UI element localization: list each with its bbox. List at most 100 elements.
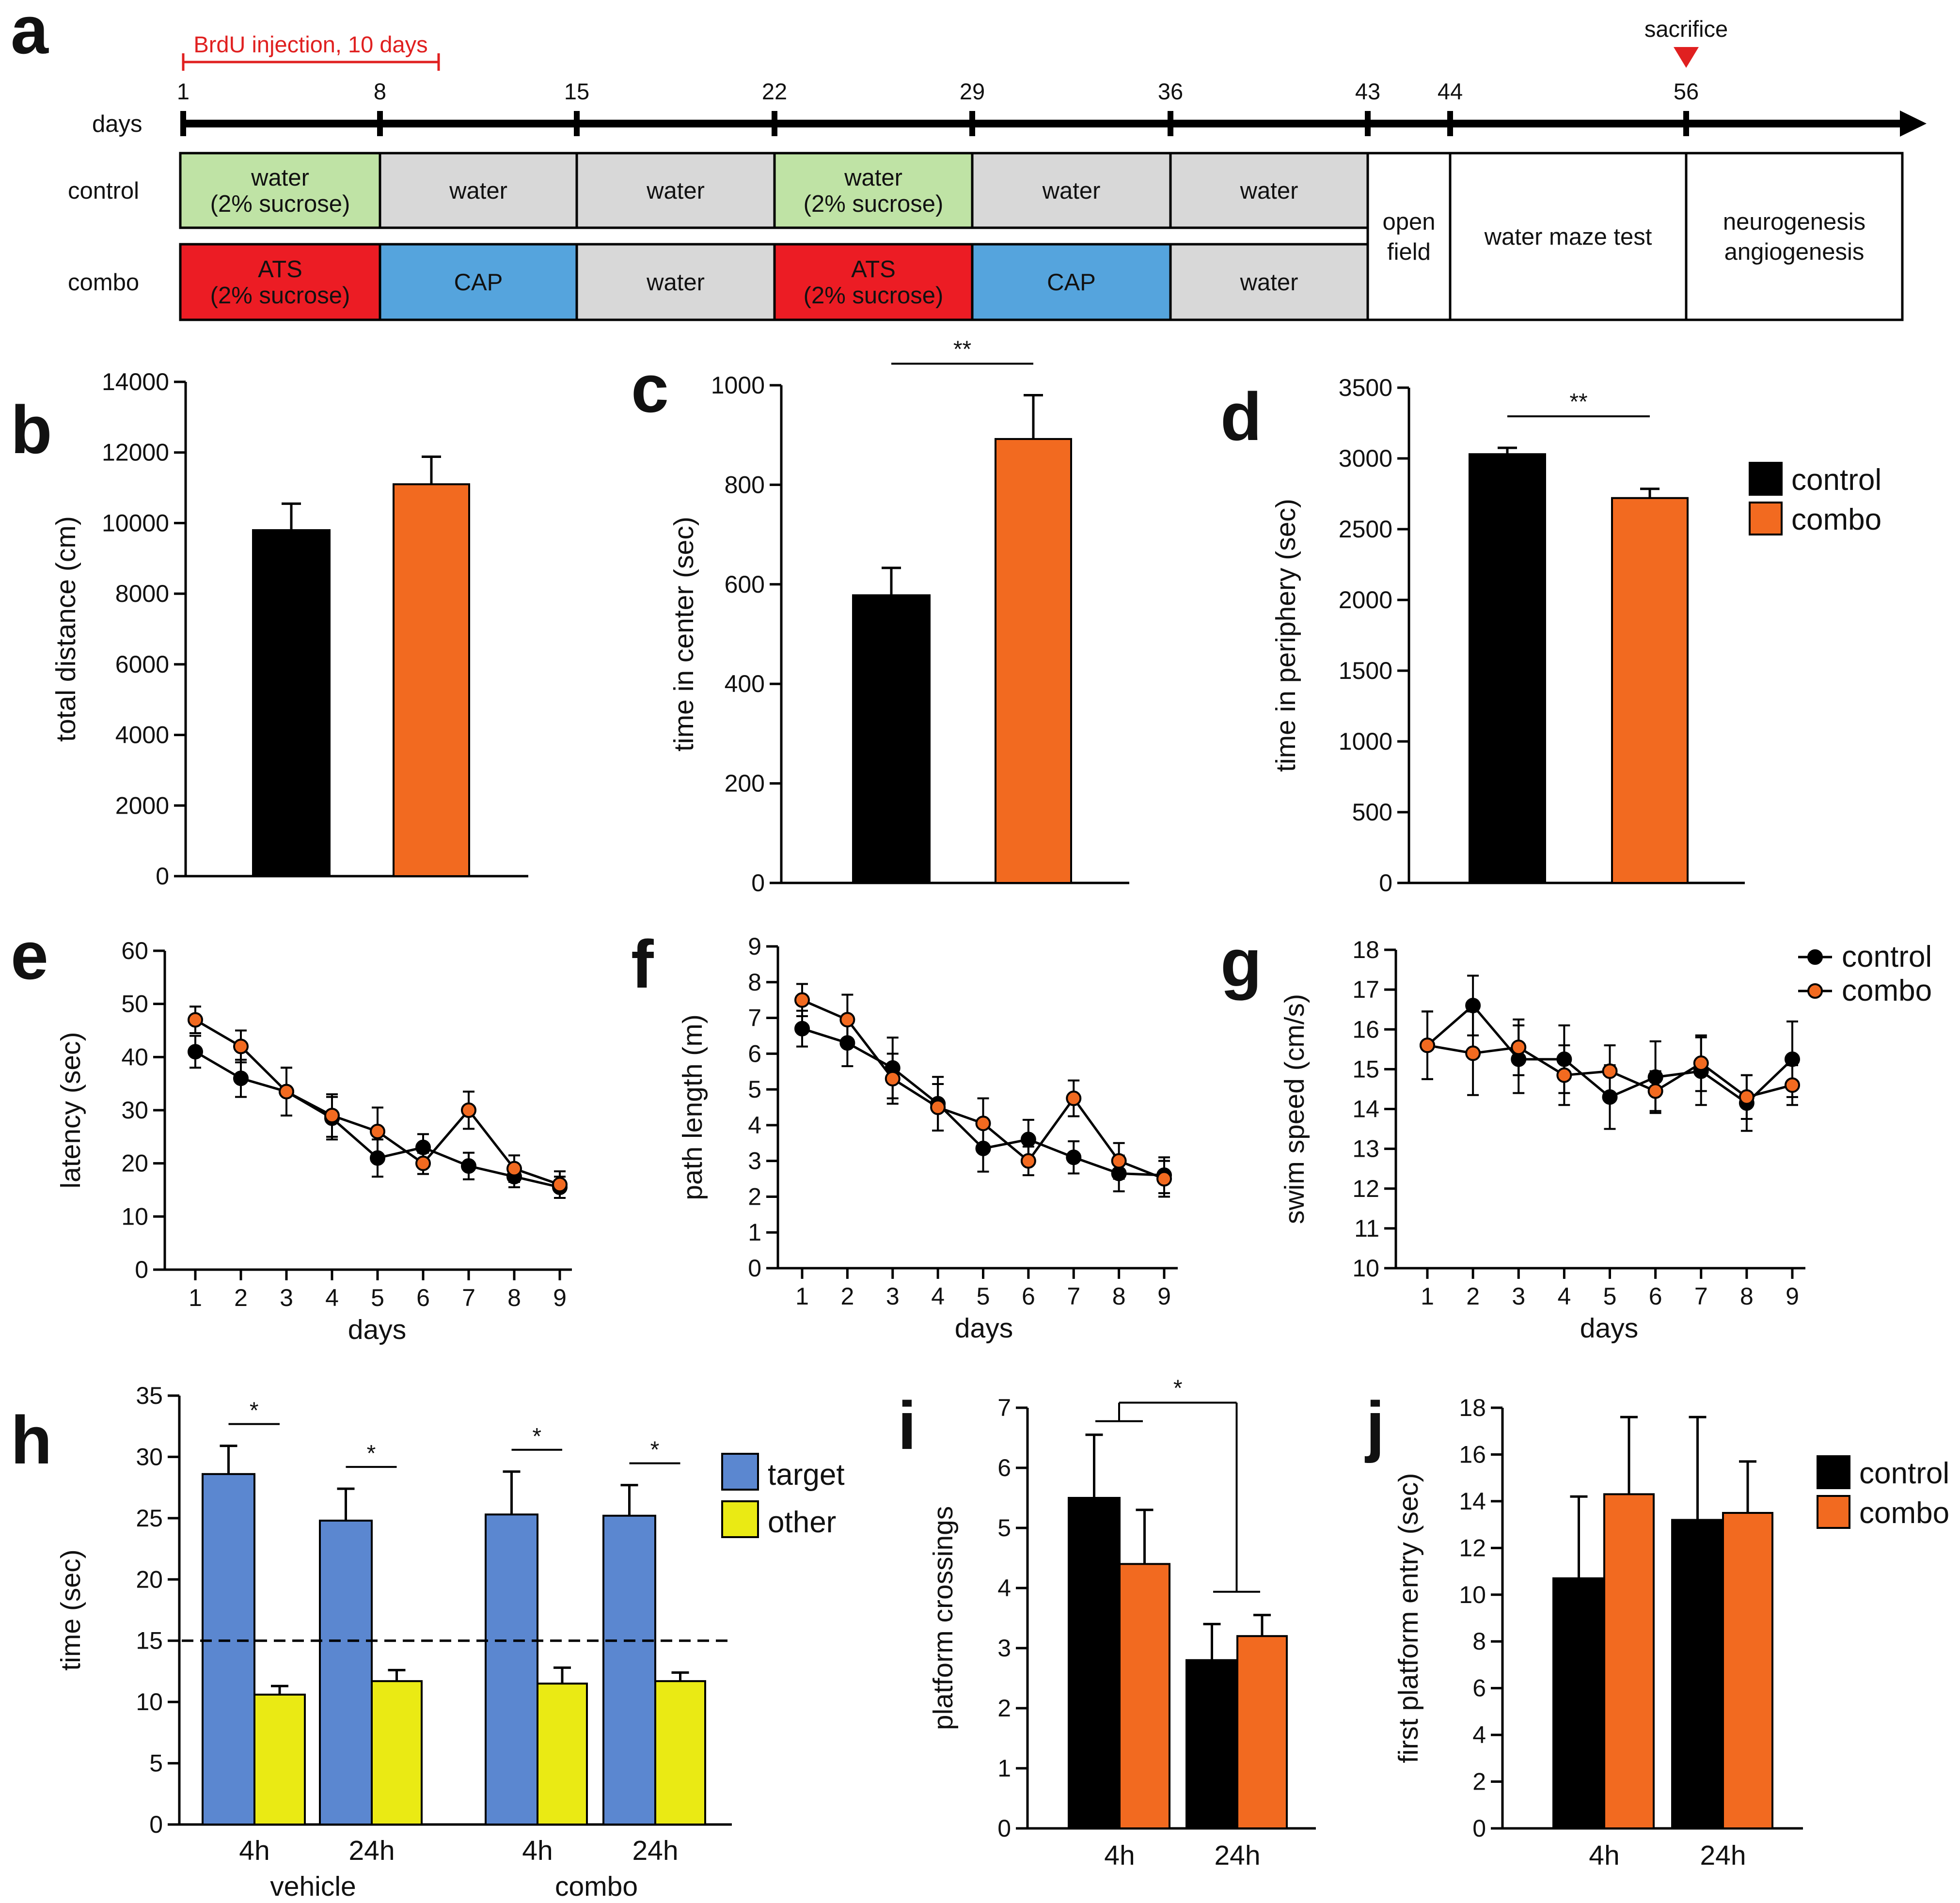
legend-marker-control: [1807, 949, 1823, 965]
y-tick-label: 1: [997, 1755, 1011, 1782]
shared-block: [1449, 152, 1688, 321]
brdu-label: BrdU injection, 10 days: [193, 31, 427, 57]
y-axis-title: first platform entry (sec): [1393, 1473, 1424, 1763]
y-tick-label: 0: [1472, 1815, 1486, 1842]
point-combo: [1693, 1055, 1709, 1071]
y-tick-label: 5: [748, 1076, 761, 1103]
point-combo: [1420, 1038, 1435, 1054]
panel-j-chart: j 0 2 4 6 8 10 12 14 16 18 first platform entry (se…: [1364, 1387, 1949, 1871]
legend-label-control: control: [1859, 1457, 1949, 1490]
x-tick-label: 7: [1694, 1283, 1708, 1310]
panel-b-chart: b 0 2000 4000 6000 8000 10000 12000 14000 total d…: [11, 368, 528, 890]
y-tick-label: 14000: [102, 368, 169, 395]
y-tick-label: 60: [121, 937, 148, 964]
y-tick-label: 800: [725, 471, 765, 498]
treatment-cell-label: water: [844, 165, 902, 191]
days-axis-label: days: [92, 111, 142, 137]
x-tick-label: 2: [234, 1284, 248, 1311]
point-combo: [885, 1070, 901, 1086]
x-tick-label: 8: [1740, 1283, 1754, 1310]
x-tick-label: 5: [371, 1284, 384, 1311]
y-tick-label: 6: [997, 1454, 1011, 1481]
row-label-combo: combo: [68, 269, 139, 296]
y-tick-label: 2: [1472, 1768, 1486, 1795]
y-tick-label: 2000: [115, 792, 169, 819]
point-control: [370, 1150, 385, 1166]
y-tick-label: 500: [1352, 799, 1392, 826]
treatment-cell-label: water: [251, 165, 309, 191]
y-tick-label: 12000: [102, 439, 169, 466]
y-tick-label: 400: [725, 670, 765, 697]
point-combo: [461, 1102, 476, 1118]
point-combo: [1111, 1153, 1127, 1169]
point-combo: [794, 992, 810, 1008]
point-combo: [279, 1084, 294, 1100]
point-combo: [1556, 1067, 1572, 1083]
x-tick-label: 8: [507, 1284, 521, 1311]
y-axis-title: swim speed (cm/s): [1279, 994, 1310, 1224]
group-label: vehicle: [270, 1871, 356, 1902]
legend-swatch-control: [1817, 1455, 1850, 1489]
panel-letter: c: [631, 350, 669, 426]
point-control: [839, 1035, 855, 1051]
bar-combo: [1611, 497, 1689, 884]
legend-marker-combo: [1807, 983, 1823, 999]
significance-label: *: [1173, 1376, 1183, 1401]
significance-label: *: [250, 1398, 259, 1424]
panel-letter: b: [11, 392, 52, 468]
panel-letter: f: [631, 926, 654, 1002]
bar-combo: [1722, 1512, 1773, 1829]
y-tick-label: 600: [725, 571, 765, 598]
point-combo: [233, 1038, 249, 1054]
x-tick-label: 4h: [239, 1835, 269, 1866]
day-tick-label: 36: [1158, 79, 1183, 104]
point-control: [1785, 1051, 1800, 1067]
point-control: [415, 1139, 431, 1155]
y-tick-label: 4: [1472, 1721, 1486, 1748]
y-tick-label: 15: [1352, 1055, 1379, 1083]
panel-d-chart: d 0 500 1000 1500 2000 2500 3000 3500 time in per…: [1220, 374, 1881, 896]
point-control: [1602, 1089, 1618, 1105]
day-tick-label: 1: [177, 79, 190, 104]
x-tick-label: 7: [1067, 1283, 1080, 1310]
treatment-cell: [379, 152, 578, 229]
x-tick-label: 7: [462, 1284, 475, 1311]
y-tick-label: 1: [748, 1219, 761, 1246]
x-tick-label: 8: [1112, 1283, 1126, 1310]
point-control: [794, 1021, 810, 1037]
bar-control: [1552, 1577, 1605, 1829]
point-combo: [1511, 1039, 1527, 1055]
treatment-cell-label: (2% sucrose): [210, 283, 350, 309]
bar-other: [253, 1693, 306, 1825]
y-axis-title: platform crossings: [928, 1506, 959, 1730]
legend-label-other: other: [768, 1506, 836, 1539]
significance-label: **: [953, 337, 971, 362]
legend-label-target: target: [768, 1458, 845, 1492]
x-tick-label: 24h: [348, 1835, 395, 1866]
y-tick-label: 3: [748, 1148, 761, 1175]
treatment-cell: [575, 243, 776, 321]
bar-control: [252, 529, 331, 877]
significance-label: *: [532, 1424, 541, 1449]
treatment-cell-label: ATS: [258, 256, 302, 283]
legend-label-control: control: [1791, 463, 1881, 497]
treatment-cell-label: water: [1240, 178, 1298, 204]
y-tick-label: 5: [997, 1514, 1011, 1541]
point-combo: [975, 1116, 991, 1132]
point-combo: [1647, 1083, 1663, 1099]
y-axis-title: time (sec): [55, 1549, 86, 1670]
y-tick-label: 1000: [1339, 728, 1392, 755]
shared-block-label: neurogenesis: [1723, 209, 1865, 235]
y-tick-label: 20: [136, 1566, 163, 1593]
bar-target: [202, 1473, 255, 1826]
treatment-cell-label: CAP: [454, 269, 503, 296]
point-combo: [1020, 1153, 1036, 1169]
shared-block-label: water maze test: [1484, 224, 1652, 250]
point-combo: [188, 1012, 203, 1028]
panel-letter: i: [898, 1387, 917, 1463]
panel-letter: e: [11, 917, 48, 993]
y-tick-label: 7: [997, 1394, 1011, 1421]
y-tick-label: 200: [725, 770, 765, 797]
y-tick-label: 0: [156, 863, 169, 890]
